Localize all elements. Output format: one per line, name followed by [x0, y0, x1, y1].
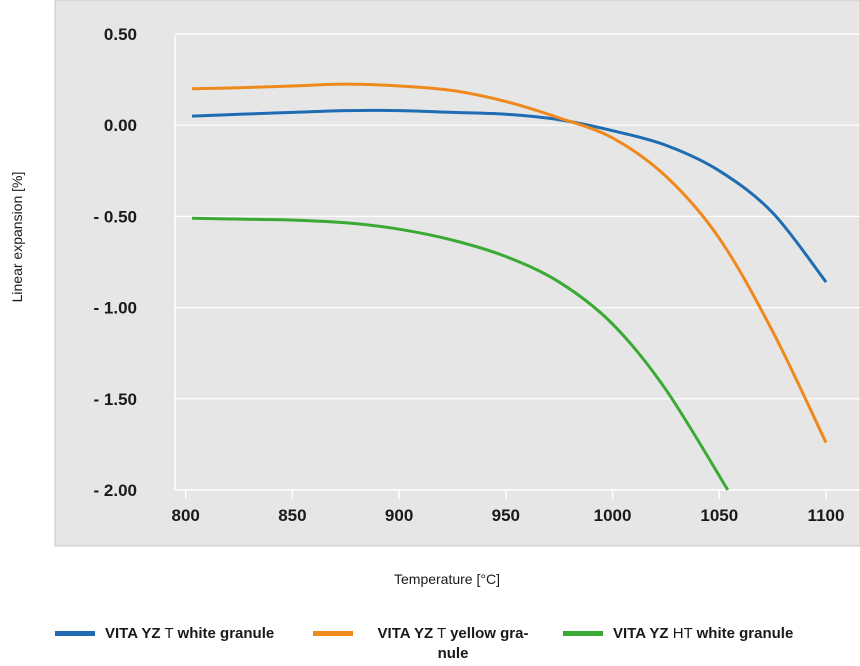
y-tick-label: - 1.50: [94, 390, 137, 409]
y-tick-label: - 2.00: [94, 481, 137, 500]
legend-swatch: [563, 631, 603, 636]
legend-rest: yellow gra- nule: [437, 625, 529, 662]
series-line-1: [192, 108, 828, 283]
x-tick-label: 950: [492, 506, 520, 525]
x-axis-title: Temperature [°C]: [394, 571, 500, 587]
axes: [174, 36, 860, 499]
y-tick-label: - 1.00: [94, 299, 137, 318]
legend-variant: T: [437, 625, 446, 642]
gridlines: [175, 33, 860, 400]
legend-swatch: [55, 631, 95, 636]
legend-item-yz-t-yellow: VITA YZ T yellow gra- nule: [313, 624, 543, 664]
x-tick-label: 800: [171, 506, 199, 525]
series-line-3: [192, 216, 730, 491]
legend-label: VITA YZ HT white granule: [613, 624, 793, 644]
legend-brand: VITA YZ: [105, 625, 161, 642]
legend-item-yz-ht-white: VITA YZ HT white granule: [563, 624, 793, 644]
legend-variant: HT: [672, 625, 693, 642]
legend-brand: VITA YZ: [613, 625, 669, 642]
series-lines: [192, 82, 828, 491]
legend-label: VITA YZ T yellow gra- nule: [363, 624, 543, 664]
x-tick-label: 1050: [700, 506, 738, 525]
y-tick-label: - 0.50: [94, 207, 137, 226]
x-tick-label: 900: [385, 506, 413, 525]
legend-rest: white granule: [177, 625, 275, 642]
legend-variant: T: [164, 625, 174, 642]
legend-item-yz-t-white: VITA YZ T white granule: [55, 624, 274, 644]
y-tick-label: 0.50: [104, 25, 137, 44]
plot-area-frame: [54, 0, 860, 547]
y-tick-label: 0.00: [104, 116, 137, 135]
x-tick-label: 1100: [808, 506, 845, 525]
series-line-2: [192, 82, 828, 444]
legend-swatch: [313, 631, 353, 636]
tick-labels: 0.50 0.00 - 0.50 - 1.00 - 1.50 - 2.00 800 850 90…: [94, 25, 845, 525]
legend-label: VITA YZ T white granule: [105, 624, 274, 644]
legend-rest: white granule: [696, 625, 794, 642]
y-axis-title: Linear expansion [%]: [9, 172, 25, 303]
x-tick-label: 1000: [594, 506, 632, 525]
legend: VITA YZ T white granule VITA YZ T yellow…: [0, 624, 860, 666]
x-tick-label: 850: [278, 506, 306, 525]
legend-brand: VITA YZ: [377, 625, 434, 642]
